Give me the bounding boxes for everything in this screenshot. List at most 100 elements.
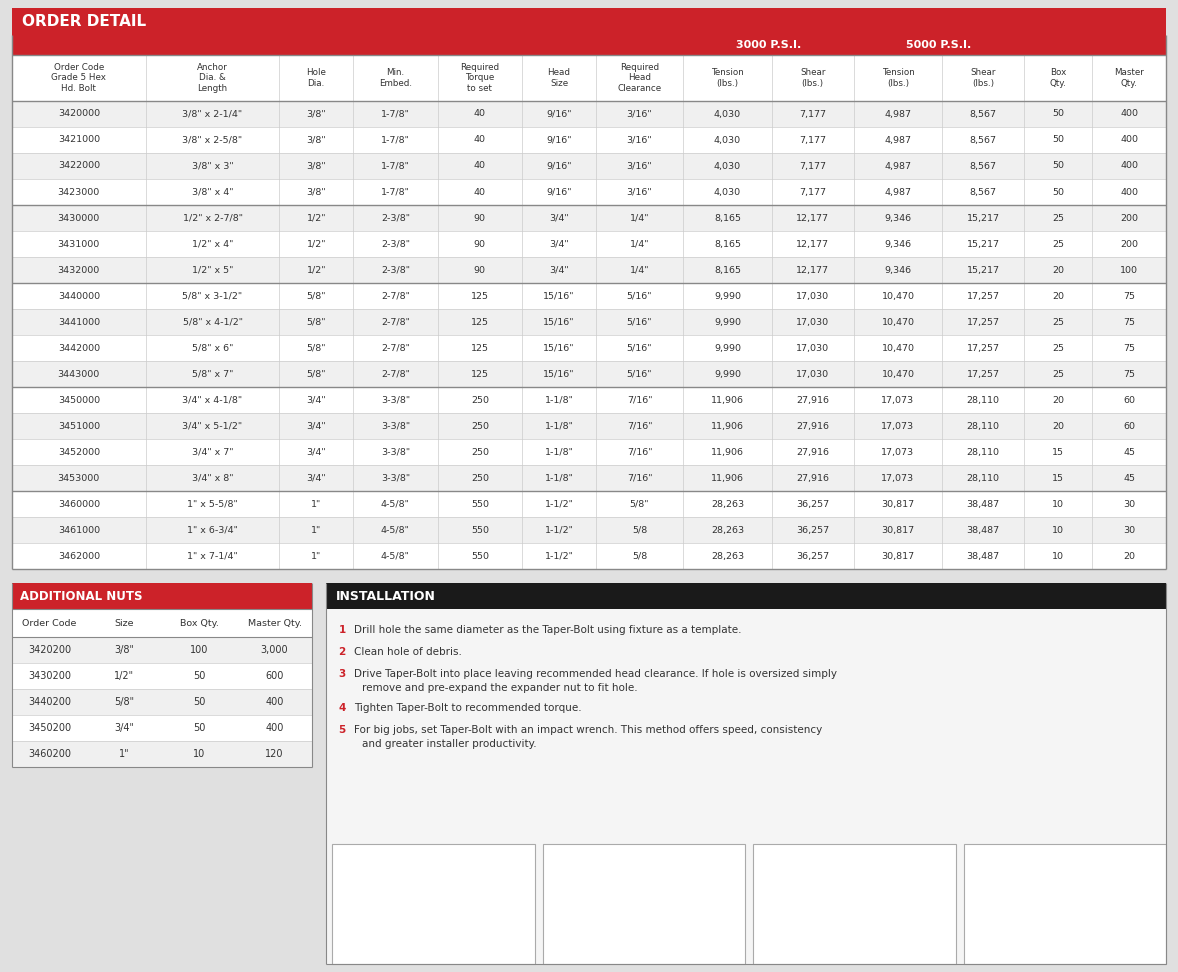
Text: 4,987: 4,987: [885, 188, 912, 196]
Text: 28,110: 28,110: [967, 396, 1000, 404]
Bar: [12, 55, 1166, 101]
Text: 50: 50: [1052, 135, 1064, 145]
Text: 5/8: 5/8: [631, 526, 647, 535]
Text: 125: 125: [471, 343, 489, 353]
Text: 5/8": 5/8": [306, 318, 326, 327]
Text: 10,470: 10,470: [881, 343, 914, 353]
Text: Order Code
Grade 5 Hex
Hd. Bolt: Order Code Grade 5 Hex Hd. Bolt: [52, 63, 106, 93]
Text: 50: 50: [193, 671, 206, 681]
Text: 30: 30: [1123, 500, 1136, 508]
Text: Drive Taper-Bolt into place leaving recommended head clearance. If hole is overs: Drive Taper-Bolt into place leaving reco…: [355, 669, 838, 679]
Text: 1/2" x 4": 1/2" x 4": [192, 239, 233, 249]
Text: Order Code: Order Code: [22, 618, 77, 628]
Text: 400: 400: [1120, 110, 1138, 119]
Text: 3/8" x 4": 3/8" x 4": [192, 188, 233, 196]
Text: 400: 400: [265, 697, 284, 707]
Text: 400: 400: [1120, 135, 1138, 145]
Text: 9,990: 9,990: [714, 343, 741, 353]
Text: 4,030: 4,030: [714, 161, 741, 170]
Text: 3-3/8": 3-3/8": [380, 447, 410, 457]
Bar: [12, 127, 1166, 153]
Text: 3421000: 3421000: [58, 135, 100, 145]
Text: 250: 250: [471, 473, 489, 482]
Text: 7/16": 7/16": [627, 473, 653, 482]
Text: 10,470: 10,470: [881, 369, 914, 378]
Text: 5/8: 5/8: [631, 551, 647, 561]
Bar: [12, 283, 1166, 309]
Bar: [12, 637, 312, 663]
Text: 30: 30: [1123, 526, 1136, 535]
Text: 28,263: 28,263: [710, 551, 744, 561]
Text: 7/16": 7/16": [627, 396, 653, 404]
Text: 38,487: 38,487: [967, 500, 1000, 508]
Text: 20: 20: [1052, 265, 1064, 274]
Text: 3420000: 3420000: [58, 110, 100, 119]
Text: 1-1/2": 1-1/2": [544, 500, 574, 508]
Text: 40: 40: [474, 135, 485, 145]
Text: 11,906: 11,906: [712, 422, 744, 431]
Text: 5/8": 5/8": [114, 697, 134, 707]
Text: 1" x 7-1/4": 1" x 7-1/4": [187, 551, 238, 561]
Bar: [12, 741, 312, 767]
Text: 3431000: 3431000: [58, 239, 100, 249]
Bar: [12, 439, 1166, 465]
Text: 10,470: 10,470: [881, 318, 914, 327]
Text: 250: 250: [471, 396, 489, 404]
Bar: [326, 609, 1166, 964]
Text: 7,177: 7,177: [799, 135, 826, 145]
Text: 3441000: 3441000: [58, 318, 100, 327]
Text: 27,916: 27,916: [796, 473, 829, 482]
Bar: [12, 715, 312, 741]
Text: 40: 40: [474, 188, 485, 196]
Text: 3/8" x 2-1/4": 3/8" x 2-1/4": [183, 110, 243, 119]
Text: 75: 75: [1123, 343, 1136, 353]
Text: 3423000: 3423000: [58, 188, 100, 196]
Text: 36,257: 36,257: [796, 526, 829, 535]
Text: 1/2": 1/2": [306, 214, 326, 223]
Text: 1-1/2": 1-1/2": [544, 551, 574, 561]
Text: 60: 60: [1123, 422, 1136, 431]
Text: 1/2" x 5": 1/2" x 5": [192, 265, 233, 274]
Text: 90: 90: [474, 239, 485, 249]
Text: 10: 10: [1052, 500, 1064, 508]
Text: 90: 90: [474, 214, 485, 223]
Text: 3450200: 3450200: [28, 723, 71, 733]
Text: 1/4": 1/4": [630, 214, 649, 223]
Text: 15,217: 15,217: [967, 239, 1000, 249]
Text: 17,257: 17,257: [967, 318, 1000, 327]
Text: 60: 60: [1123, 396, 1136, 404]
Text: 3/8" x 3": 3/8" x 3": [192, 161, 233, 170]
Text: 27,916: 27,916: [796, 447, 829, 457]
Text: 250: 250: [471, 422, 489, 431]
Text: Tension
(lbs.): Tension (lbs.): [712, 68, 743, 87]
Text: Drill hole the same diameter as the Taper-Bolt using fixture as a template.: Drill hole the same diameter as the Tape…: [355, 625, 741, 635]
Text: 50: 50: [193, 697, 206, 707]
Text: 40: 40: [474, 161, 485, 170]
Text: 10: 10: [1052, 526, 1064, 535]
Text: 3443000: 3443000: [58, 369, 100, 378]
Bar: [12, 689, 312, 715]
Text: 17,030: 17,030: [796, 343, 829, 353]
Bar: [12, 387, 1166, 413]
Text: 50: 50: [1052, 188, 1064, 196]
Text: 30,817: 30,817: [881, 500, 914, 508]
Text: Master
Qty.: Master Qty.: [1114, 68, 1144, 87]
Text: 5/8": 5/8": [306, 343, 326, 353]
Text: 10,470: 10,470: [881, 292, 914, 300]
Text: 45: 45: [1123, 473, 1136, 482]
Text: 4,030: 4,030: [714, 188, 741, 196]
Text: 1/2" x 2-7/8": 1/2" x 2-7/8": [183, 214, 243, 223]
Text: 1-1/8": 1-1/8": [544, 447, 574, 457]
Text: 3/4": 3/4": [306, 396, 326, 404]
Text: 12,177: 12,177: [796, 239, 829, 249]
Text: 8,165: 8,165: [714, 265, 741, 274]
Bar: [12, 583, 312, 609]
Text: 5/8" x 6": 5/8" x 6": [192, 343, 233, 353]
Text: 8,567: 8,567: [969, 135, 997, 145]
Text: Tighten Taper-Bolt to recommended torque.: Tighten Taper-Bolt to recommended torque…: [355, 703, 582, 713]
Text: 1" x 6-3/4": 1" x 6-3/4": [187, 526, 238, 535]
Bar: [12, 231, 1166, 257]
Text: 3442000: 3442000: [58, 343, 100, 353]
Text: ORDER DETAIL: ORDER DETAIL: [22, 14, 146, 29]
Text: 100: 100: [1120, 265, 1138, 274]
